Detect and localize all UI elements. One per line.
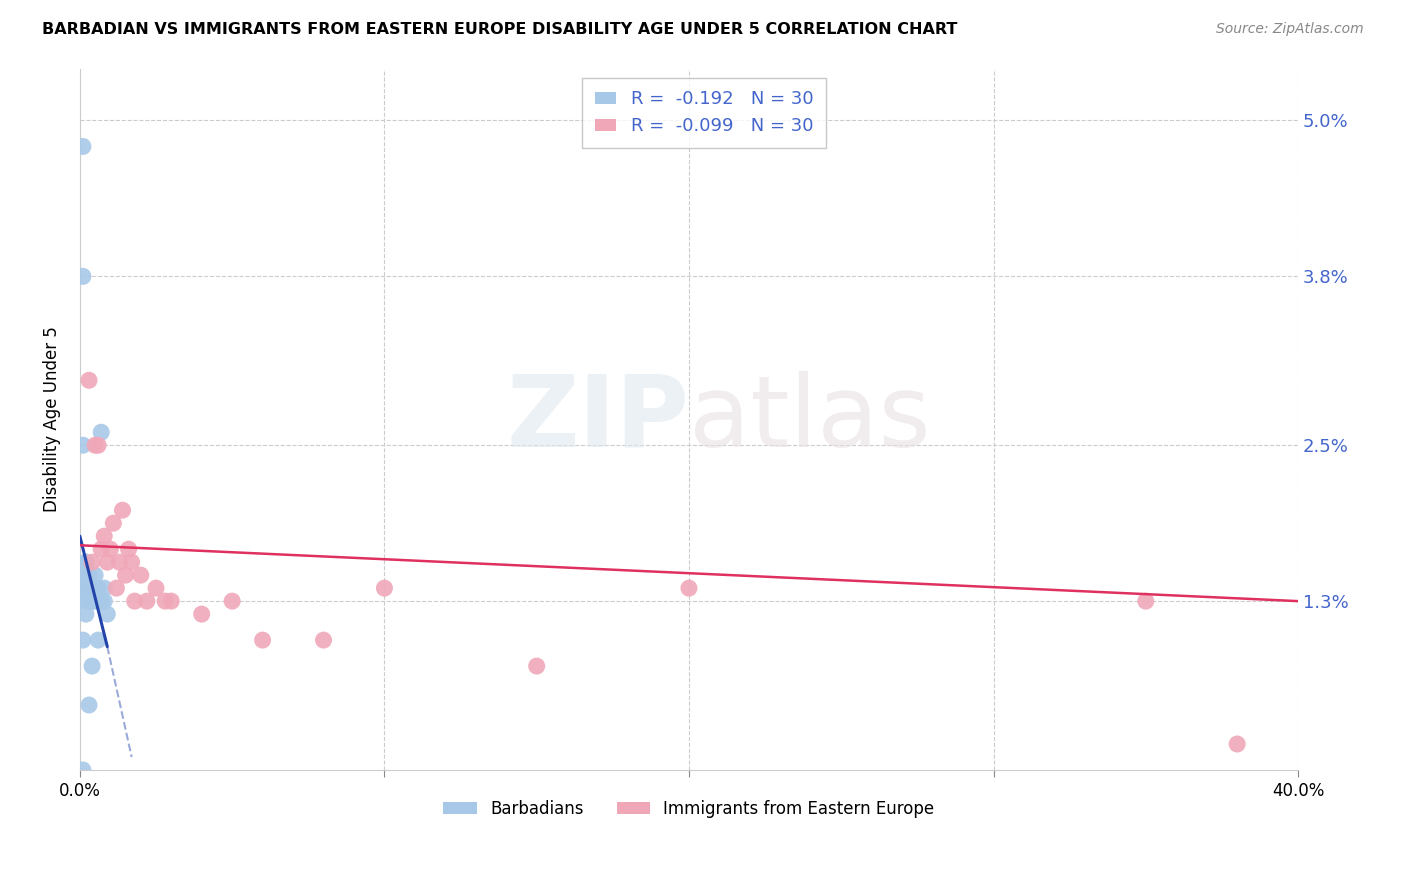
- Point: [84, 438, 107, 452]
- Point: [72, 269, 94, 284]
- Point: [80, 555, 103, 569]
- Point: [153, 594, 176, 608]
- Point: [135, 594, 157, 608]
- Point: [90, 542, 112, 557]
- Point: [84, 568, 107, 582]
- Point: [129, 568, 152, 582]
- Point: [75, 581, 97, 595]
- Point: [75, 607, 97, 621]
- Point: [80, 659, 103, 673]
- Point: [117, 542, 139, 557]
- Point: [72, 633, 94, 648]
- Point: [72, 763, 94, 777]
- Point: [72, 139, 94, 153]
- Text: BARBADIAN VS IMMIGRANTS FROM EASTERN EUROPE DISABILITY AGE UNDER 5 CORRELATION C: BARBADIAN VS IMMIGRANTS FROM EASTERN EUR…: [42, 22, 957, 37]
- Point: [75, 568, 97, 582]
- Point: [90, 425, 112, 440]
- Point: [678, 581, 700, 595]
- Point: [312, 633, 335, 648]
- Point: [80, 594, 103, 608]
- Point: [160, 594, 183, 608]
- Point: [124, 594, 146, 608]
- Point: [145, 581, 167, 595]
- Point: [87, 581, 110, 595]
- Point: [75, 555, 97, 569]
- Point: [75, 594, 97, 608]
- Point: [87, 594, 110, 608]
- Legend: Barbadians, Immigrants from Eastern Europe: Barbadians, Immigrants from Eastern Euro…: [437, 794, 941, 825]
- Point: [87, 438, 110, 452]
- Point: [105, 581, 128, 595]
- Point: [84, 594, 107, 608]
- Point: [93, 529, 115, 543]
- Point: [75, 555, 97, 569]
- Point: [72, 438, 94, 452]
- Point: [87, 633, 110, 648]
- Point: [526, 659, 548, 673]
- Point: [93, 581, 115, 595]
- Point: [77, 373, 100, 387]
- Point: [221, 594, 243, 608]
- Point: [121, 555, 143, 569]
- Point: [111, 503, 134, 517]
- Text: Source: ZipAtlas.com: Source: ZipAtlas.com: [1216, 22, 1364, 37]
- Point: [77, 568, 100, 582]
- Y-axis label: Disability Age Under 5: Disability Age Under 5: [44, 326, 60, 512]
- Point: [72, 581, 94, 595]
- Point: [1135, 594, 1157, 608]
- Point: [252, 633, 274, 648]
- Text: atlas: atlas: [689, 371, 931, 467]
- Point: [114, 568, 136, 582]
- Point: [80, 581, 103, 595]
- Point: [373, 581, 395, 595]
- Point: [77, 594, 100, 608]
- Point: [93, 594, 115, 608]
- Point: [84, 581, 107, 595]
- Point: [96, 555, 118, 569]
- Point: [98, 542, 121, 557]
- Point: [190, 607, 212, 621]
- Point: [103, 516, 125, 531]
- Point: [90, 594, 112, 608]
- Text: ZIP: ZIP: [506, 371, 689, 467]
- Point: [1226, 737, 1249, 751]
- Point: [96, 607, 118, 621]
- Point: [77, 581, 100, 595]
- Point: [108, 555, 131, 569]
- Point: [77, 698, 100, 712]
